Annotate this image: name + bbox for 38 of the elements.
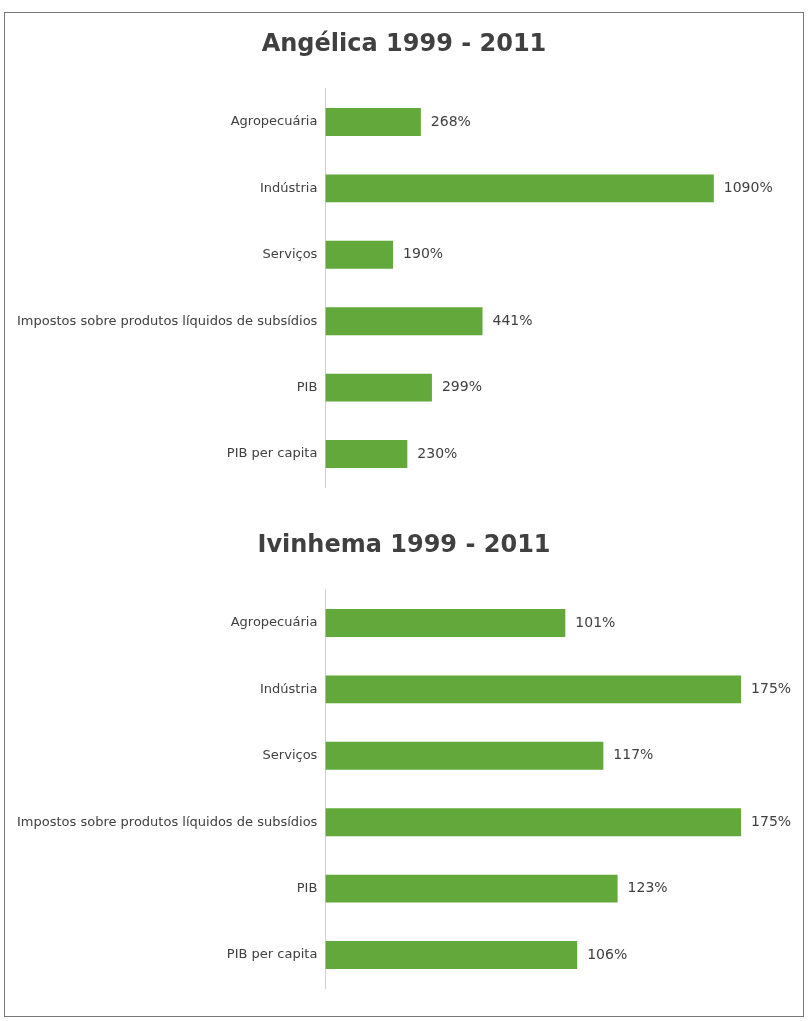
data-label: 1090% bbox=[723, 179, 773, 196]
chart-title: Angélica 1999 - 2011 bbox=[260, 29, 548, 57]
bar bbox=[325, 741, 604, 770]
y-tick-label: PIB bbox=[296, 879, 318, 895]
data-label: 230% bbox=[417, 444, 458, 461]
data-label: 175% bbox=[751, 812, 792, 829]
y-tick-label: Agropecuária bbox=[230, 614, 318, 630]
y-tick-label: PIB per capita bbox=[226, 445, 318, 461]
y-tick-label: Impostos sobre produtos líquidos de subsídios bbox=[17, 813, 318, 829]
bar bbox=[325, 440, 408, 468]
bar bbox=[325, 808, 742, 837]
y-tick-label: Serviços bbox=[262, 747, 318, 763]
bar bbox=[325, 675, 742, 704]
y-tick-label: Indústria bbox=[260, 179, 318, 195]
data-label: 268% bbox=[430, 112, 471, 129]
bar bbox=[325, 108, 421, 136]
data-label: 117% bbox=[613, 746, 654, 763]
bar bbox=[325, 307, 483, 336]
y-tick-label: Impostos sobre produtos líquidos de subsídios bbox=[17, 312, 318, 328]
y-tick-label: PIB bbox=[296, 378, 318, 394]
bar bbox=[325, 240, 394, 269]
y-tick-label: Agropecuária bbox=[230, 113, 318, 129]
bar bbox=[325, 609, 566, 637]
y-tick-label: PIB per capita bbox=[226, 946, 318, 962]
bar bbox=[325, 874, 618, 903]
data-label: 190% bbox=[403, 245, 444, 262]
y-tick-label: Serviços bbox=[262, 246, 318, 262]
bar bbox=[325, 373, 432, 402]
data-label: 175% bbox=[751, 680, 792, 697]
data-label: 106% bbox=[587, 945, 628, 962]
bar bbox=[325, 941, 578, 969]
data-label: 299% bbox=[441, 378, 482, 395]
y-tick-label: Indústria bbox=[260, 680, 318, 696]
data-label: 123% bbox=[627, 879, 668, 896]
data-label: 101% bbox=[575, 613, 616, 630]
chart-title: Ivinhema 1999 - 2011 bbox=[256, 530, 552, 558]
data-label: 441% bbox=[492, 311, 533, 328]
bar bbox=[325, 174, 714, 203]
